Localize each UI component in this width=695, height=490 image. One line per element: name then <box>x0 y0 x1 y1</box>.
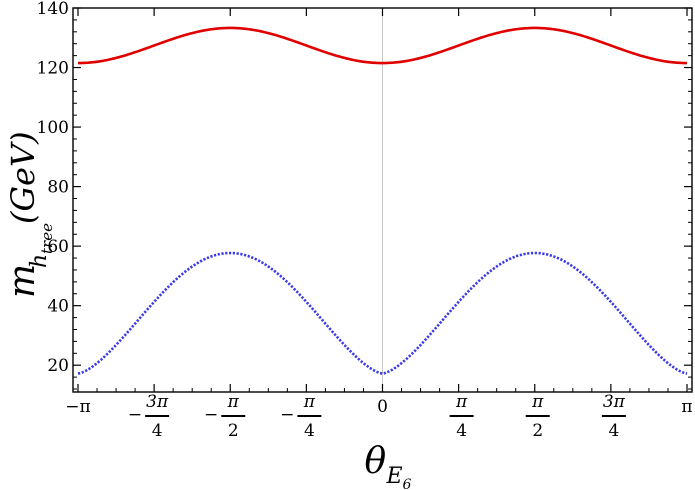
y-tick-label: 20 <box>47 356 69 376</box>
y-tick-label: 80 <box>47 178 69 198</box>
series-line-2 <box>77 251 688 375</box>
y-axis-label-subsub: tree <box>38 223 56 254</box>
y-tick-label: 100 <box>37 118 69 138</box>
x-tick-denominator: 4 <box>304 421 315 441</box>
y-axis-label-unit: (GeV) <box>4 131 42 224</box>
x-tick-label: π <box>681 397 692 417</box>
x-tick-denominator: 4 <box>152 421 163 441</box>
x-tick-label: −π <box>65 397 90 417</box>
x-tick-numerator: π <box>227 392 240 412</box>
y-tick-label: 140 <box>37 0 69 19</box>
y-axis-label: m <box>2 264 43 298</box>
x-tick-numerator: π <box>531 392 544 412</box>
y-axis-label-sub: h <box>27 254 52 268</box>
x-tick-denominator: 2 <box>228 421 239 441</box>
x-tick-denominator: 4 <box>456 421 467 441</box>
x-tick-numerator: π <box>455 392 468 412</box>
x-tick-sign: − <box>204 405 218 425</box>
y-tick-label: 60 <box>47 237 69 257</box>
x-tick-numerator: 3π <box>146 392 169 412</box>
x-axis-label-sub: E <box>386 464 403 489</box>
x-tick-denominator: 2 <box>532 421 543 441</box>
x-tick-sign: − <box>280 405 294 425</box>
x-tick-denominator: 4 <box>608 421 619 441</box>
x-axis-label-subsub: 6 <box>403 477 412 490</box>
x-tick-numerator: 3π <box>603 392 626 412</box>
x-tick-sign: − <box>128 405 142 425</box>
y-tick-label: 120 <box>37 59 69 79</box>
x-axis-label: θ <box>365 441 387 482</box>
y-tick-label: 40 <box>47 297 69 317</box>
x-tick-label: 0 <box>377 397 388 417</box>
x-tick-numerator: π <box>303 392 316 412</box>
